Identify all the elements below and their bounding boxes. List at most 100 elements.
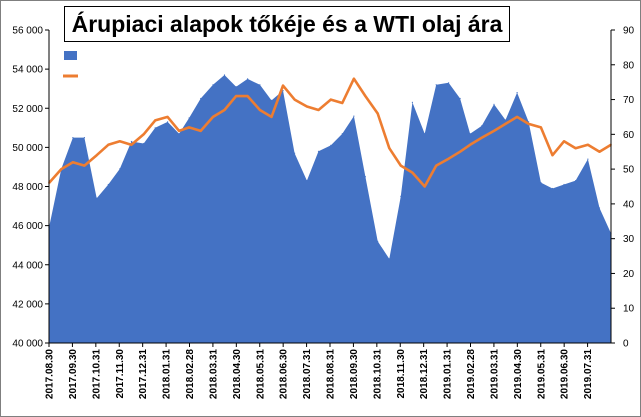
fund-capital-point — [493, 103, 495, 105]
oil-price-point — [364, 95, 367, 97]
y-left-tick-label: 54 000 — [12, 65, 43, 76]
oil-price-point — [199, 130, 202, 132]
fund-capital-point — [282, 90, 284, 92]
fund-capital-point — [178, 133, 180, 135]
x-tick-label: 2017.09.30 — [68, 349, 79, 399]
fund-capital-point — [143, 142, 145, 145]
fund-capital-point — [587, 158, 589, 160]
oil-price-point — [574, 147, 577, 149]
y-right-tick-label: 0 — [623, 339, 629, 350]
fund-capital-point — [83, 137, 85, 139]
oil-price-point — [178, 130, 180, 132]
x-tick-label: 2019.07.31 — [583, 349, 594, 399]
fund-capital-point — [317, 150, 320, 152]
oil-price-point — [95, 154, 98, 156]
y-left-tick-label: 44 000 — [12, 260, 43, 271]
fund-capital-point — [96, 197, 98, 199]
fund-capital-point — [330, 144, 332, 146]
oil-price-point — [540, 126, 542, 129]
x-tick-label: 2019.05.31 — [536, 349, 547, 399]
y-right-tick-label: 10 — [623, 304, 635, 315]
fund-capital-point — [294, 152, 296, 154]
fund-capital-point — [551, 187, 554, 190]
x-tick-label: 2018.08.31 — [326, 349, 337, 399]
y-right-tick-label: 80 — [623, 60, 635, 71]
oil-price-point — [459, 150, 461, 153]
oil-price-point — [107, 144, 110, 146]
oil-price-point — [259, 109, 261, 111]
fund-capital-point — [435, 84, 437, 86]
fund-capital-point — [235, 86, 237, 88]
area-layer — [48, 74, 612, 343]
x-tick-label: 2017.08.30 — [45, 349, 56, 399]
fund-capital-point — [154, 127, 156, 129]
oil-price-point — [119, 140, 121, 143]
fund-capital-point — [223, 74, 226, 76]
fund-capital-point — [411, 101, 413, 103]
fund-capital-point — [516, 92, 518, 94]
line-layer — [48, 77, 612, 188]
x-tick-label: 2019.02.28 — [466, 349, 477, 399]
fund-capital-point — [306, 180, 308, 182]
oil-price-point — [493, 130, 495, 132]
y-left-tick-label: 50 000 — [12, 143, 43, 154]
fund-capital-point — [459, 97, 461, 100]
oil-price-point — [504, 123, 507, 125]
oil-price-point — [435, 164, 438, 167]
oil-price-point — [223, 109, 226, 111]
fund-capital-point — [424, 133, 426, 135]
x-tick-label: 2018.10.31 — [372, 349, 383, 399]
y-left-tick-label: 46 000 — [12, 221, 43, 232]
fund-capital-point — [341, 133, 343, 135]
y-left-tick-label: 56 000 — [12, 26, 43, 37]
oil-price-point — [480, 137, 483, 139]
oil-price-point — [235, 95, 237, 97]
y-left-tick-label: 52 000 — [12, 104, 43, 115]
x-tick-label: 2017.10.31 — [91, 349, 102, 399]
x-tick-label: 2019.06.30 — [560, 349, 571, 399]
fund-capital-point — [353, 115, 355, 117]
fund-capital-point — [188, 117, 190, 119]
oil-price-point — [130, 144, 133, 146]
oil-price-point — [306, 105, 308, 108]
x-tick-label: 2019.03.31 — [489, 349, 500, 399]
oil-price-point — [188, 126, 190, 129]
x-tick-label: 2018.02.28 — [185, 349, 196, 399]
y-right-tick-label: 70 — [623, 95, 635, 106]
oil-price-point — [423, 185, 426, 188]
fund-capital-point — [504, 119, 507, 121]
y-right-tick-label: 90 — [623, 26, 635, 37]
fund-capital-point — [212, 84, 214, 86]
x-tick-label: 2017.12.31 — [138, 349, 149, 399]
oil-price-point — [317, 109, 320, 111]
oil-price-point — [142, 133, 145, 136]
fund-capital-point — [200, 97, 202, 100]
oil-price-point — [469, 144, 471, 146]
legend-label-oil-price: Olajár (jobb tengely, USD) — [82, 71, 204, 83]
x-tick-label: 2018.06.30 — [279, 349, 290, 399]
fund-capital-point — [575, 180, 577, 182]
fund-capital-point — [388, 258, 390, 260]
oil-price-point — [587, 144, 589, 146]
oil-price-point — [246, 95, 249, 97]
fund-capital-point — [130, 140, 132, 143]
oil-price-point — [353, 77, 355, 80]
oil-price-point — [154, 119, 156, 122]
series-fund-capital-area — [49, 75, 611, 343]
x-tick-label: 2019.04.30 — [513, 349, 524, 399]
x-tick-label: 2018.03.31 — [208, 349, 219, 399]
oil-price-point — [212, 116, 214, 118]
oil-price-point — [551, 154, 554, 156]
oil-price-point — [282, 84, 284, 87]
fund-capital-point — [469, 133, 471, 135]
y-left-tick-label: 42 000 — [12, 299, 43, 310]
fund-capital-point — [270, 99, 273, 101]
legend-label-fund-capital: Alapok tőkéje (millió ft) — [82, 50, 188, 62]
x-tick-label: 2018.05.31 — [255, 349, 266, 399]
oil-price-point — [293, 98, 296, 101]
oil-price-point — [72, 161, 74, 163]
oil-price-point — [411, 171, 414, 174]
y-left-tick-label: 40 000 — [12, 339, 43, 350]
x-tick-label: 2017.11.30 — [115, 349, 126, 399]
fund-capital-point — [563, 183, 565, 186]
